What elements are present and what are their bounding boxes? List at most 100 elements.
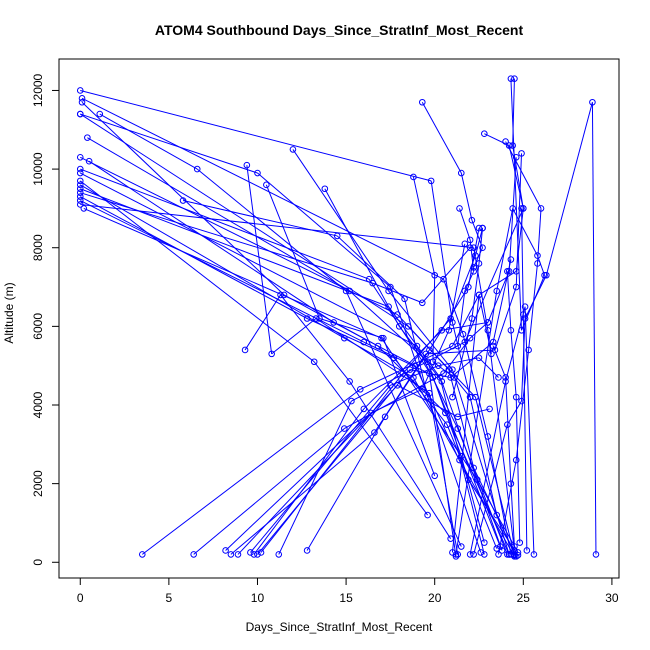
series-segment (478, 228, 484, 264)
data-point (493, 287, 501, 295)
flight-series (190, 319, 492, 558)
flight-series (234, 382, 493, 558)
series-segment (271, 318, 317, 355)
x-tick-label: 0 (77, 591, 84, 605)
data-point (76, 201, 84, 208)
flight-series (449, 224, 486, 401)
data-point (481, 130, 488, 138)
flight-series (504, 268, 524, 546)
series-segment (464, 208, 524, 343)
data-point (514, 549, 522, 556)
data-point (440, 275, 447, 283)
data-point (512, 456, 520, 464)
data-point (514, 551, 522, 559)
flight-series (489, 342, 518, 550)
series-segment (521, 208, 524, 315)
series-segment (505, 306, 526, 382)
series-segment (402, 318, 452, 374)
series-segment (333, 321, 416, 367)
data-point (466, 551, 474, 558)
series-segment (515, 349, 530, 461)
chart-title: ATOM4 Southbound Days_Since_StratInf_Mos… (155, 22, 524, 38)
series-segment (451, 369, 510, 555)
data-point (243, 161, 251, 169)
series-segment (478, 357, 499, 378)
data-point (303, 315, 311, 322)
data-point (470, 268, 477, 275)
series-segment (412, 176, 436, 276)
series-segment (397, 384, 458, 418)
data-point (387, 382, 394, 389)
data-point (263, 181, 270, 189)
series-segment (99, 113, 198, 170)
series-segment (508, 145, 524, 209)
series-segment (421, 102, 462, 174)
series-segment (388, 290, 453, 370)
data-point (486, 405, 493, 413)
flight-series (96, 110, 465, 550)
flight-series (418, 98, 486, 271)
series-segment (473, 247, 484, 268)
data-point (459, 330, 467, 338)
series-segment (484, 133, 510, 146)
data-point (466, 244, 474, 252)
series-segment (464, 271, 475, 292)
data-point (468, 216, 476, 224)
series-segment (80, 184, 345, 339)
flight-series (78, 95, 515, 558)
data-point (507, 256, 515, 263)
data-point (449, 549, 456, 556)
data-point (449, 366, 456, 373)
data-point (360, 405, 368, 413)
series-segment (313, 361, 429, 516)
data-point (385, 303, 392, 311)
data-point (484, 319, 492, 326)
x-tick-label: 20 (428, 591, 442, 605)
flight-series (454, 205, 477, 350)
series-segment (370, 388, 423, 414)
data-point (312, 315, 320, 322)
data-point (468, 315, 476, 322)
data-point (76, 153, 84, 161)
series-segment (467, 479, 519, 556)
data-point (479, 224, 486, 232)
series-segment (80, 192, 373, 284)
data-point (457, 543, 465, 550)
series-segment (428, 393, 459, 555)
flight-series (518, 205, 531, 554)
plot-frame (58, 58, 620, 579)
data-point (78, 95, 86, 102)
data-point (520, 311, 527, 318)
series-segment (278, 400, 352, 555)
data-point (381, 413, 389, 421)
series-segment (428, 286, 469, 351)
series-segment (336, 235, 405, 300)
data-point (502, 138, 509, 145)
series-segment (487, 271, 510, 323)
data-point (592, 551, 600, 558)
data-point (76, 177, 84, 185)
data-point (537, 205, 545, 212)
series-segment (459, 208, 471, 241)
data-point (385, 287, 392, 295)
data-point (488, 350, 495, 358)
series-segment (315, 318, 430, 394)
series-segment (457, 408, 490, 418)
data-point (280, 291, 288, 299)
series-segment (505, 377, 512, 484)
series-segment (430, 180, 453, 323)
series-segment (382, 337, 436, 476)
data-point (316, 315, 323, 322)
data-point (303, 547, 311, 554)
data-point (431, 472, 438, 480)
data-point (80, 205, 88, 212)
series-segment (80, 89, 432, 182)
data-point (512, 553, 520, 560)
series-segment (324, 188, 400, 327)
series-segment (246, 165, 273, 354)
data-point (445, 326, 453, 334)
series-segment (141, 388, 361, 555)
data-point (475, 291, 483, 299)
data-point (512, 268, 520, 275)
data-point (454, 413, 462, 421)
